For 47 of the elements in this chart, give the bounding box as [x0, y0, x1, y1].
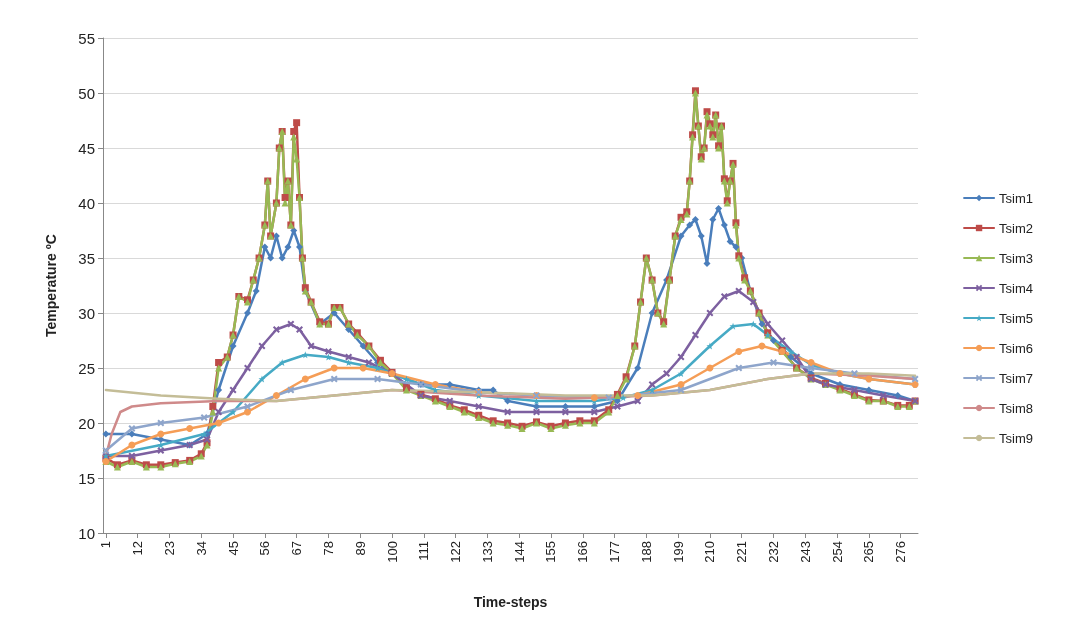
- legend-label: Tsim8: [999, 400, 1034, 416]
- x-tick-label: 89: [352, 541, 368, 556]
- y-tick-label: 35: [78, 249, 95, 267]
- x-tick-label: 12: [130, 541, 146, 556]
- x-tick-label: 45: [225, 541, 241, 556]
- x-tick-label: 166: [575, 541, 591, 563]
- x-tick-label: 78: [320, 541, 336, 556]
- x-tick-label: 177: [607, 541, 623, 563]
- x-tick-label: 67: [289, 541, 305, 556]
- legend-label: Tsim5: [999, 310, 1034, 326]
- x-tick-label: 243: [797, 541, 813, 563]
- y-tick-label: 40: [78, 194, 95, 212]
- x-tick-label: 56: [257, 541, 273, 556]
- x-tick-label: 254: [829, 541, 845, 563]
- x-tick-label: 188: [638, 541, 654, 563]
- y-axis-title: Temperature ºC: [43, 234, 59, 337]
- legend-label: Tsim6: [999, 340, 1034, 356]
- x-tick-label: 133: [479, 541, 495, 563]
- x-tick-label: 221: [734, 541, 750, 563]
- y-tick-label: 45: [78, 139, 95, 157]
- legend-label: Tsim9: [999, 430, 1034, 446]
- y-tick-label: 25: [78, 359, 95, 377]
- x-tick-label: 265: [861, 541, 877, 563]
- x-tick-label: 276: [893, 541, 909, 563]
- x-tick-label: 100: [384, 541, 400, 563]
- legend-label: Tsim7: [999, 370, 1034, 386]
- x-tick-label: 199: [670, 541, 686, 563]
- x-tick-label: 144: [511, 541, 527, 563]
- x-tick-label: 111: [416, 541, 432, 561]
- x-tick-label: 1: [98, 541, 114, 549]
- legend-label: Tsim4: [999, 280, 1034, 296]
- y-tick-label: 10: [78, 524, 95, 542]
- x-tick-label: 34: [193, 541, 209, 556]
- x-tick-label: 232: [766, 541, 781, 563]
- y-tick-label: 15: [78, 469, 95, 487]
- legend-label: Tsim2: [999, 220, 1034, 236]
- x-tick-label: 122: [448, 541, 464, 563]
- legend-label: Tsim3: [999, 250, 1034, 266]
- x-tick-label: 210: [702, 541, 718, 563]
- y-tick-label: 20: [78, 414, 95, 432]
- y-tick-label: 30: [78, 304, 95, 322]
- x-axis-title: Time-steps: [473, 594, 548, 610]
- x-tick-label: 155: [543, 541, 559, 563]
- legend-label: Tsim1: [999, 190, 1034, 206]
- x-tick-label: 23: [161, 541, 177, 556]
- y-tick-label: 55: [78, 29, 95, 47]
- y-tick-label: 50: [78, 84, 95, 102]
